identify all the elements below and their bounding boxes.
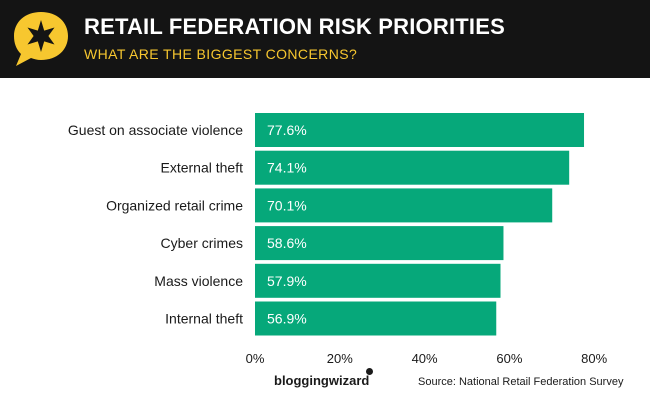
x-tick-label: 20% xyxy=(327,351,353,366)
x-tick-label: 40% xyxy=(412,351,438,366)
brand-logo-dot xyxy=(366,368,373,375)
chart-title: RETAIL FEDERATION RISK PRIORITIES xyxy=(84,14,505,39)
brand-logo: bloggingwizard xyxy=(274,373,370,388)
bar xyxy=(255,301,497,336)
source-note: Source: National Retail Federation Surve… xyxy=(418,376,624,388)
category-label: Mass violence xyxy=(154,273,243,289)
data-label: 58.6% xyxy=(267,235,307,251)
category-label: Organized retail crime xyxy=(106,197,243,213)
data-label: 77.6% xyxy=(267,122,307,138)
data-label: 70.1% xyxy=(267,197,307,213)
bar xyxy=(255,188,553,223)
x-tick-label: 80% xyxy=(581,351,607,366)
data-label: 74.1% xyxy=(267,160,307,176)
header-bar: RETAIL FEDERATION RISK PRIORITIES WHAT A… xyxy=(0,0,650,78)
x-tick-label: 0% xyxy=(246,351,265,366)
chart-subtitle: WHAT ARE THE BIGGEST CONCERNS? xyxy=(84,46,358,62)
category-label: Internal theft xyxy=(165,311,243,327)
category-label: External theft xyxy=(161,160,244,176)
bar-chart: Guest on associate violence 77.6% External… xyxy=(68,113,608,366)
x-tick-label: 60% xyxy=(496,351,522,366)
category-label: Guest on associate violence xyxy=(68,122,243,138)
bar xyxy=(255,226,504,261)
bar xyxy=(255,113,585,147)
data-label: 56.9% xyxy=(267,311,307,327)
bar xyxy=(255,263,501,298)
bar xyxy=(255,150,570,185)
star-speech-bubble-icon xyxy=(14,12,68,66)
data-label: 57.9% xyxy=(267,273,307,289)
category-label: Cyber crimes xyxy=(161,235,243,251)
